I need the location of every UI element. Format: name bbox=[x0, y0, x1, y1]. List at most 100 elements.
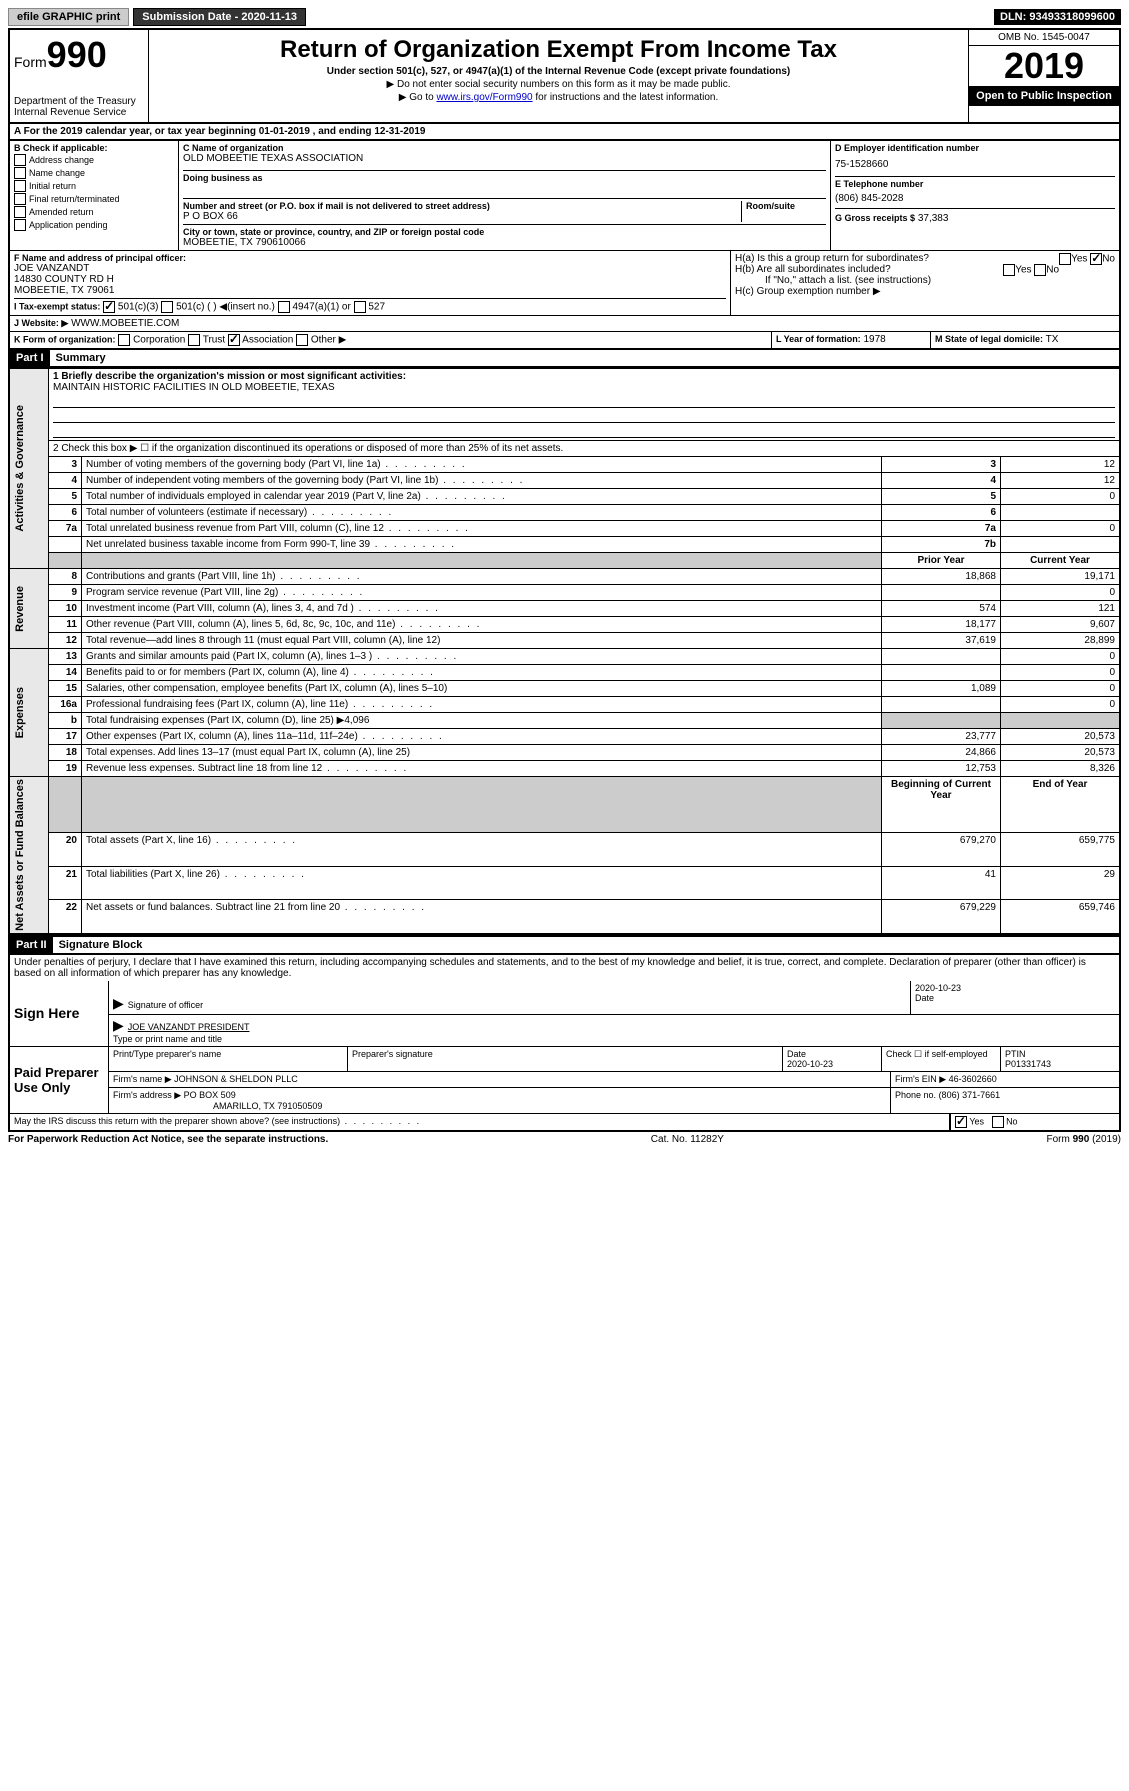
ptin: P01331743 bbox=[1005, 1059, 1051, 1069]
cb-corp[interactable] bbox=[118, 334, 130, 346]
cb-ha-yes[interactable] bbox=[1059, 253, 1071, 265]
k-opt-0: Corporation bbox=[133, 335, 185, 346]
submission-label: Submission Date - bbox=[142, 11, 238, 23]
section-fh: F Name and address of principal officer:… bbox=[8, 251, 1121, 316]
cb-ha-no[interactable] bbox=[1090, 253, 1102, 265]
cb-name-change[interactable] bbox=[14, 167, 26, 179]
b-item-3: Final return/terminated bbox=[29, 194, 120, 204]
cb-527[interactable] bbox=[354, 301, 366, 313]
omb-number: OMB No. 1545-0047 bbox=[969, 30, 1119, 46]
col-c: C Name of organization OLD MOBEETIE TEXA… bbox=[179, 141, 831, 250]
r19-n: 19 bbox=[49, 761, 82, 777]
cb-hb-no[interactable] bbox=[1034, 264, 1046, 276]
end-year-header: End of Year bbox=[1001, 777, 1121, 833]
r13-py bbox=[882, 649, 1001, 665]
firm-phone: (806) 371-7661 bbox=[939, 1090, 1001, 1100]
hb-label: H(b) Are all subordinates included? bbox=[735, 264, 891, 275]
r16b-cy bbox=[1001, 713, 1121, 729]
cb-assoc[interactable] bbox=[228, 334, 240, 346]
i-opt-2: 4947(a)(1) or bbox=[292, 302, 350, 313]
form-header-left: Form990 Department of the Treasury Inter… bbox=[10, 30, 149, 122]
r12-d: Total revenue—add lines 8 through 11 (mu… bbox=[82, 633, 882, 649]
form-header: Form990 Department of the Treasury Inter… bbox=[8, 28, 1121, 124]
gov-spacer-n bbox=[49, 553, 82, 569]
r13-cy: 0 bbox=[1001, 649, 1121, 665]
efile-button[interactable]: efile GRAPHIC print bbox=[8, 8, 129, 26]
paid-preparer-label: Paid Preparer Use Only bbox=[10, 1047, 108, 1113]
cb-501c[interactable] bbox=[161, 301, 173, 313]
cb-application-pending[interactable] bbox=[14, 219, 26, 231]
footer: For Paperwork Reduction Act Notice, see … bbox=[8, 1134, 1121, 1145]
r11-cy: 9,607 bbox=[1001, 617, 1121, 633]
ein: 75-1528660 bbox=[835, 153, 1115, 176]
footer-left: For Paperwork Reduction Act Notice, see … bbox=[8, 1134, 328, 1145]
cb-discuss-no[interactable] bbox=[992, 1116, 1004, 1128]
r9-py bbox=[882, 585, 1001, 601]
cb-address-change[interactable] bbox=[14, 154, 26, 166]
cb-final-return[interactable] bbox=[14, 193, 26, 205]
b-item-0: Address change bbox=[29, 155, 94, 165]
part2-header: Part II Signature Block bbox=[8, 935, 1121, 955]
i-opt-1: 501(c) ( ) ◀(insert no.) bbox=[176, 302, 275, 313]
b-header: B Check if applicable: bbox=[14, 143, 174, 153]
cb-trust[interactable] bbox=[188, 334, 200, 346]
g-label: G Gross receipts $ bbox=[835, 213, 915, 223]
mission-text: MAINTAIN HISTORIC FACILITIES IN OLD MOBE… bbox=[53, 382, 1115, 393]
part1-label: Part I bbox=[10, 350, 50, 366]
discuss-label: May the IRS discuss this return with the… bbox=[14, 1116, 340, 1126]
footer-right: Form 990 (2019) bbox=[1047, 1134, 1121, 1145]
r19-cy: 8,326 bbox=[1001, 761, 1121, 777]
r7a-v: 0 bbox=[1001, 521, 1121, 537]
cb-initial-return[interactable] bbox=[14, 180, 26, 192]
r4-n: 4 bbox=[49, 473, 82, 489]
cb-4947[interactable] bbox=[278, 301, 290, 313]
form-header-right: OMB No. 1545-0047 2019 Open to Public In… bbox=[968, 30, 1119, 122]
r17-d: Other expenses (Part IX, column (A), lin… bbox=[82, 729, 882, 745]
sig-date: 2020-10-23 bbox=[915, 983, 1115, 993]
prep-sig-label: Preparer's signature bbox=[348, 1047, 783, 1071]
k-opt-3: Other ▶ bbox=[311, 335, 346, 346]
dba-label: Doing business as bbox=[183, 173, 263, 183]
r8-n: 8 bbox=[49, 569, 82, 585]
cb-hb-yes[interactable] bbox=[1003, 264, 1015, 276]
r17-py: 23,777 bbox=[882, 729, 1001, 745]
form-title: Return of Organization Exempt From Incom… bbox=[153, 36, 964, 64]
submission-date-button[interactable]: Submission Date - 2020-11-13 bbox=[133, 8, 306, 26]
submission-date: 2020-11-13 bbox=[241, 11, 297, 23]
discuss-yes: Yes bbox=[969, 1116, 984, 1126]
prep-date-label: Date bbox=[787, 1049, 806, 1059]
r3-v: 12 bbox=[1001, 457, 1121, 473]
e-label: E Telephone number bbox=[835, 179, 1115, 189]
firm-ein: 46-3602660 bbox=[949, 1074, 997, 1084]
cb-discuss-yes[interactable] bbox=[955, 1116, 967, 1128]
r4-v: 12 bbox=[1001, 473, 1121, 489]
cb-amended-return[interactable] bbox=[14, 206, 26, 218]
r6-d: Total number of volunteers (estimate if … bbox=[82, 505, 882, 521]
r6-v bbox=[1001, 505, 1121, 521]
r12-cy: 28,899 bbox=[1001, 633, 1121, 649]
col-f: F Name and address of principal officer:… bbox=[10, 251, 731, 315]
line-a: A For the 2019 calendar year, or tax yea… bbox=[8, 124, 1121, 141]
r22-cy: 659,746 bbox=[1001, 899, 1121, 933]
r16b-py bbox=[882, 713, 1001, 729]
open-public: Open to Public Inspection bbox=[969, 86, 1119, 106]
form990-link[interactable]: www.irs.gov/Form990 bbox=[436, 92, 532, 103]
h-note: If "No," attach a list. (see instruction… bbox=[735, 275, 1115, 286]
dln-value: 93493318099600 bbox=[1029, 11, 1115, 23]
i-opt-3: 527 bbox=[368, 302, 385, 313]
cb-other[interactable] bbox=[296, 334, 308, 346]
r16b-d: Total fundraising expenses (Part IX, col… bbox=[82, 713, 882, 729]
r7a-box: 7a bbox=[882, 521, 1001, 537]
r7b-n bbox=[49, 537, 82, 553]
r15-n: 15 bbox=[49, 681, 82, 697]
k-opt-1: Trust bbox=[203, 335, 225, 346]
hb-no: No bbox=[1046, 265, 1059, 276]
top-bar: efile GRAPHIC print Submission Date - 20… bbox=[8, 8, 1121, 26]
part2-title: Signature Block bbox=[53, 939, 143, 951]
cb-501c3[interactable] bbox=[103, 301, 115, 313]
officer-addr2: MOBEETIE, TX 79061 bbox=[14, 285, 726, 296]
r11-n: 11 bbox=[49, 617, 82, 633]
form-subtitle: Under section 501(c), 527, or 4947(a)(1)… bbox=[153, 66, 964, 77]
r15-py: 1,089 bbox=[882, 681, 1001, 697]
current-year-header: Current Year bbox=[1001, 553, 1121, 569]
